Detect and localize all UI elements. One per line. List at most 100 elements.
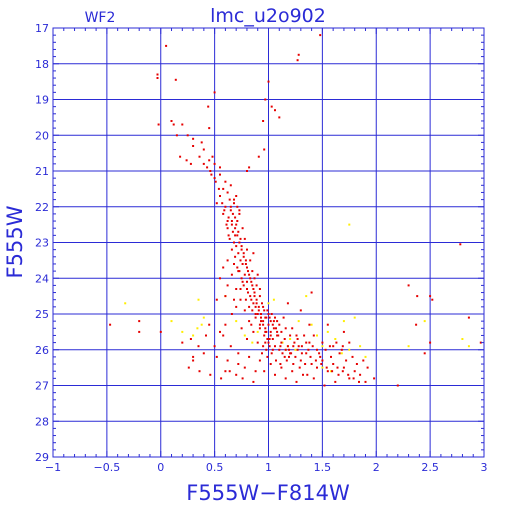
y-axis-label: F555W bbox=[3, 205, 27, 278]
red-data-point bbox=[170, 120, 173, 122]
red-data-point bbox=[288, 355, 290, 358]
red-data-point bbox=[222, 212, 225, 215]
red-data-point bbox=[243, 309, 246, 312]
red-data-point bbox=[233, 241, 235, 244]
red-data-point bbox=[206, 166, 209, 169]
red-data-point bbox=[429, 295, 432, 298]
red-data-point bbox=[316, 348, 318, 351]
red-data-point bbox=[310, 363, 313, 365]
red-data-point bbox=[174, 78, 177, 81]
yellow-data-point bbox=[310, 323, 313, 326]
red-data-point bbox=[267, 323, 270, 326]
red-data-point bbox=[156, 77, 159, 79]
red-data-point bbox=[311, 345, 314, 348]
y-tick-label: 20 bbox=[35, 129, 49, 142]
red-data-point bbox=[279, 363, 282, 365]
red-data-point bbox=[299, 309, 302, 312]
red-data-point bbox=[261, 352, 263, 355]
red-data-point bbox=[228, 237, 231, 240]
red-data-point bbox=[293, 341, 296, 344]
red-data-point bbox=[211, 155, 214, 158]
red-data-point bbox=[345, 359, 348, 362]
red-data-point bbox=[252, 380, 255, 383]
red-data-point bbox=[285, 359, 288, 362]
yellow-data-point bbox=[321, 366, 324, 369]
red-data-point bbox=[229, 209, 232, 212]
red-data-point bbox=[235, 305, 238, 308]
red-data-point bbox=[270, 105, 273, 108]
red-data-point bbox=[256, 341, 259, 344]
x-tick-label: 0.5 bbox=[206, 461, 224, 474]
red-data-point bbox=[459, 243, 462, 246]
red-data-point bbox=[272, 327, 275, 330]
red-data-point bbox=[235, 373, 238, 376]
yellow-data-point bbox=[267, 302, 270, 305]
red-data-point bbox=[230, 313, 233, 315]
red-data-point bbox=[250, 298, 253, 301]
red-data-point bbox=[269, 320, 272, 323]
plot-frame bbox=[52, 27, 485, 458]
red-data-point bbox=[253, 277, 256, 280]
red-data-point bbox=[264, 330, 267, 333]
red-data-point bbox=[295, 380, 298, 383]
red-data-point bbox=[296, 338, 299, 340]
yellow-data-point bbox=[281, 341, 284, 344]
y-tick-label: 24 bbox=[35, 272, 49, 285]
red-data-point bbox=[258, 327, 261, 330]
y-tick-label: 23 bbox=[35, 237, 49, 250]
red-data-point bbox=[307, 348, 310, 351]
red-data-point bbox=[219, 195, 221, 197]
red-data-point bbox=[249, 295, 252, 298]
red-data-point bbox=[233, 202, 235, 205]
red-data-point bbox=[165, 44, 168, 47]
red-data-point bbox=[296, 59, 299, 62]
red-data-point bbox=[316, 366, 318, 369]
red-data-point bbox=[364, 380, 367, 383]
red-data-point bbox=[246, 170, 248, 172]
red-data-point bbox=[362, 359, 365, 362]
red-data-point bbox=[157, 123, 160, 126]
yellow-data-point bbox=[342, 320, 345, 323]
red-data-point bbox=[261, 302, 263, 305]
red-data-point bbox=[335, 341, 338, 344]
red-data-point bbox=[262, 345, 265, 348]
red-data-point bbox=[241, 377, 244, 380]
red-data-point bbox=[237, 352, 240, 355]
red-data-point bbox=[224, 180, 227, 183]
red-data-point bbox=[341, 370, 344, 373]
red-data-point bbox=[353, 370, 356, 373]
red-data-point bbox=[256, 313, 259, 315]
red-data-point bbox=[276, 320, 279, 323]
red-data-point bbox=[179, 155, 182, 158]
red-data-point bbox=[312, 334, 315, 337]
red-data-point bbox=[213, 177, 216, 180]
red-data-point bbox=[228, 370, 231, 373]
red-data-point bbox=[192, 145, 195, 147]
red-data-point bbox=[202, 148, 205, 151]
red-data-point bbox=[326, 370, 329, 373]
red-data-point bbox=[189, 162, 192, 165]
x-tick-label: 2.5 bbox=[421, 461, 439, 474]
red-data-point bbox=[257, 155, 260, 158]
red-data-point bbox=[237, 230, 240, 233]
red-data-point bbox=[278, 348, 281, 351]
red-data-point bbox=[297, 53, 300, 56]
red-data-point bbox=[264, 98, 267, 101]
red-data-point bbox=[294, 355, 297, 358]
red-data-point bbox=[271, 323, 274, 326]
red-data-point bbox=[229, 345, 232, 348]
yellow-data-point bbox=[192, 334, 195, 337]
red-data-point bbox=[262, 305, 265, 308]
red-data-point bbox=[239, 259, 242, 262]
data-points bbox=[109, 34, 482, 387]
y-tick-label: 25 bbox=[35, 308, 49, 321]
yellow-data-point bbox=[353, 316, 356, 319]
red-data-point bbox=[229, 205, 232, 208]
red-data-point bbox=[258, 288, 261, 290]
y-tick-label: 29 bbox=[35, 451, 49, 464]
red-data-point bbox=[323, 384, 326, 387]
red-data-point bbox=[237, 363, 240, 365]
red-data-point bbox=[290, 352, 293, 355]
red-data-point bbox=[308, 341, 311, 344]
red-data-point bbox=[215, 355, 218, 358]
